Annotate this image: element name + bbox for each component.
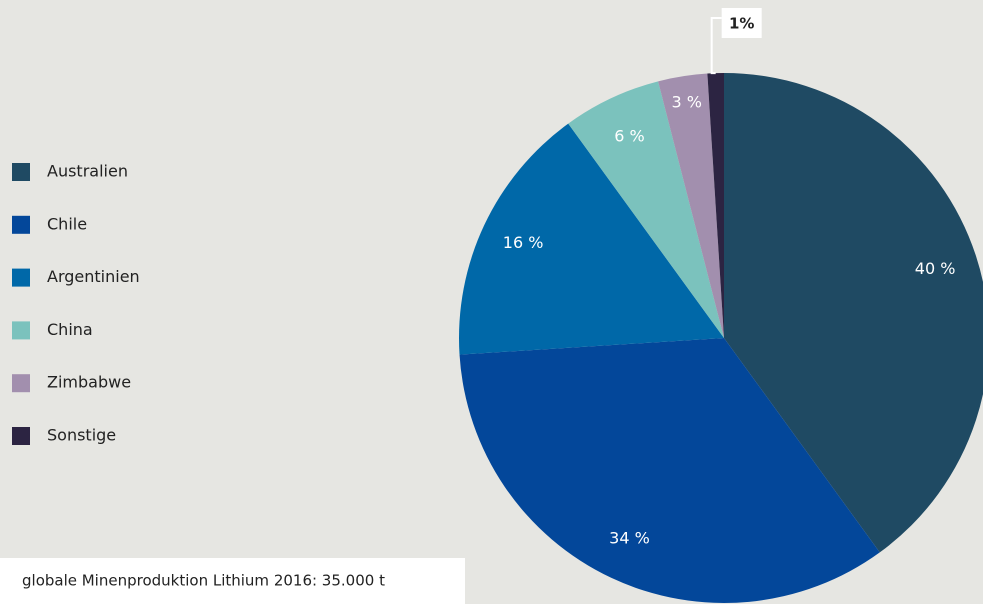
note-box — [0, 558, 465, 604]
pie-slice — [459, 338, 880, 603]
legend-label: Zimbabwe — [47, 373, 131, 392]
legend-swatch — [12, 268, 30, 287]
legend-label: Argentinien — [47, 267, 140, 286]
legend-label: China — [47, 320, 93, 339]
legend-label: Sonstige — [47, 426, 116, 445]
value-label: 16 % — [503, 233, 544, 252]
legend-label: Australien — [47, 162, 128, 181]
value-label: 1% — [729, 15, 754, 33]
leader-line — [710, 17, 722, 75]
pie-slice — [459, 123, 724, 355]
pie-slice — [724, 73, 983, 553]
value-label: 3 % — [672, 92, 702, 111]
legend-swatch — [12, 215, 30, 234]
legend-swatch — [12, 163, 30, 181]
legend-swatch — [12, 374, 30, 393]
legend-label: Chile — [47, 214, 87, 233]
legend-swatch — [12, 427, 30, 445]
pie-slice — [658, 73, 724, 338]
value-label: 40 % — [915, 259, 956, 278]
note: globale Minenproduktion Lithium 2016: 35… — [22, 572, 385, 590]
value-label: 34 % — [609, 528, 650, 547]
pie-slice — [568, 81, 724, 338]
value-label: 6 % — [614, 127, 644, 146]
pie-slice — [707, 73, 724, 338]
value-label-box — [721, 8, 762, 38]
legend-swatch — [12, 321, 30, 340]
